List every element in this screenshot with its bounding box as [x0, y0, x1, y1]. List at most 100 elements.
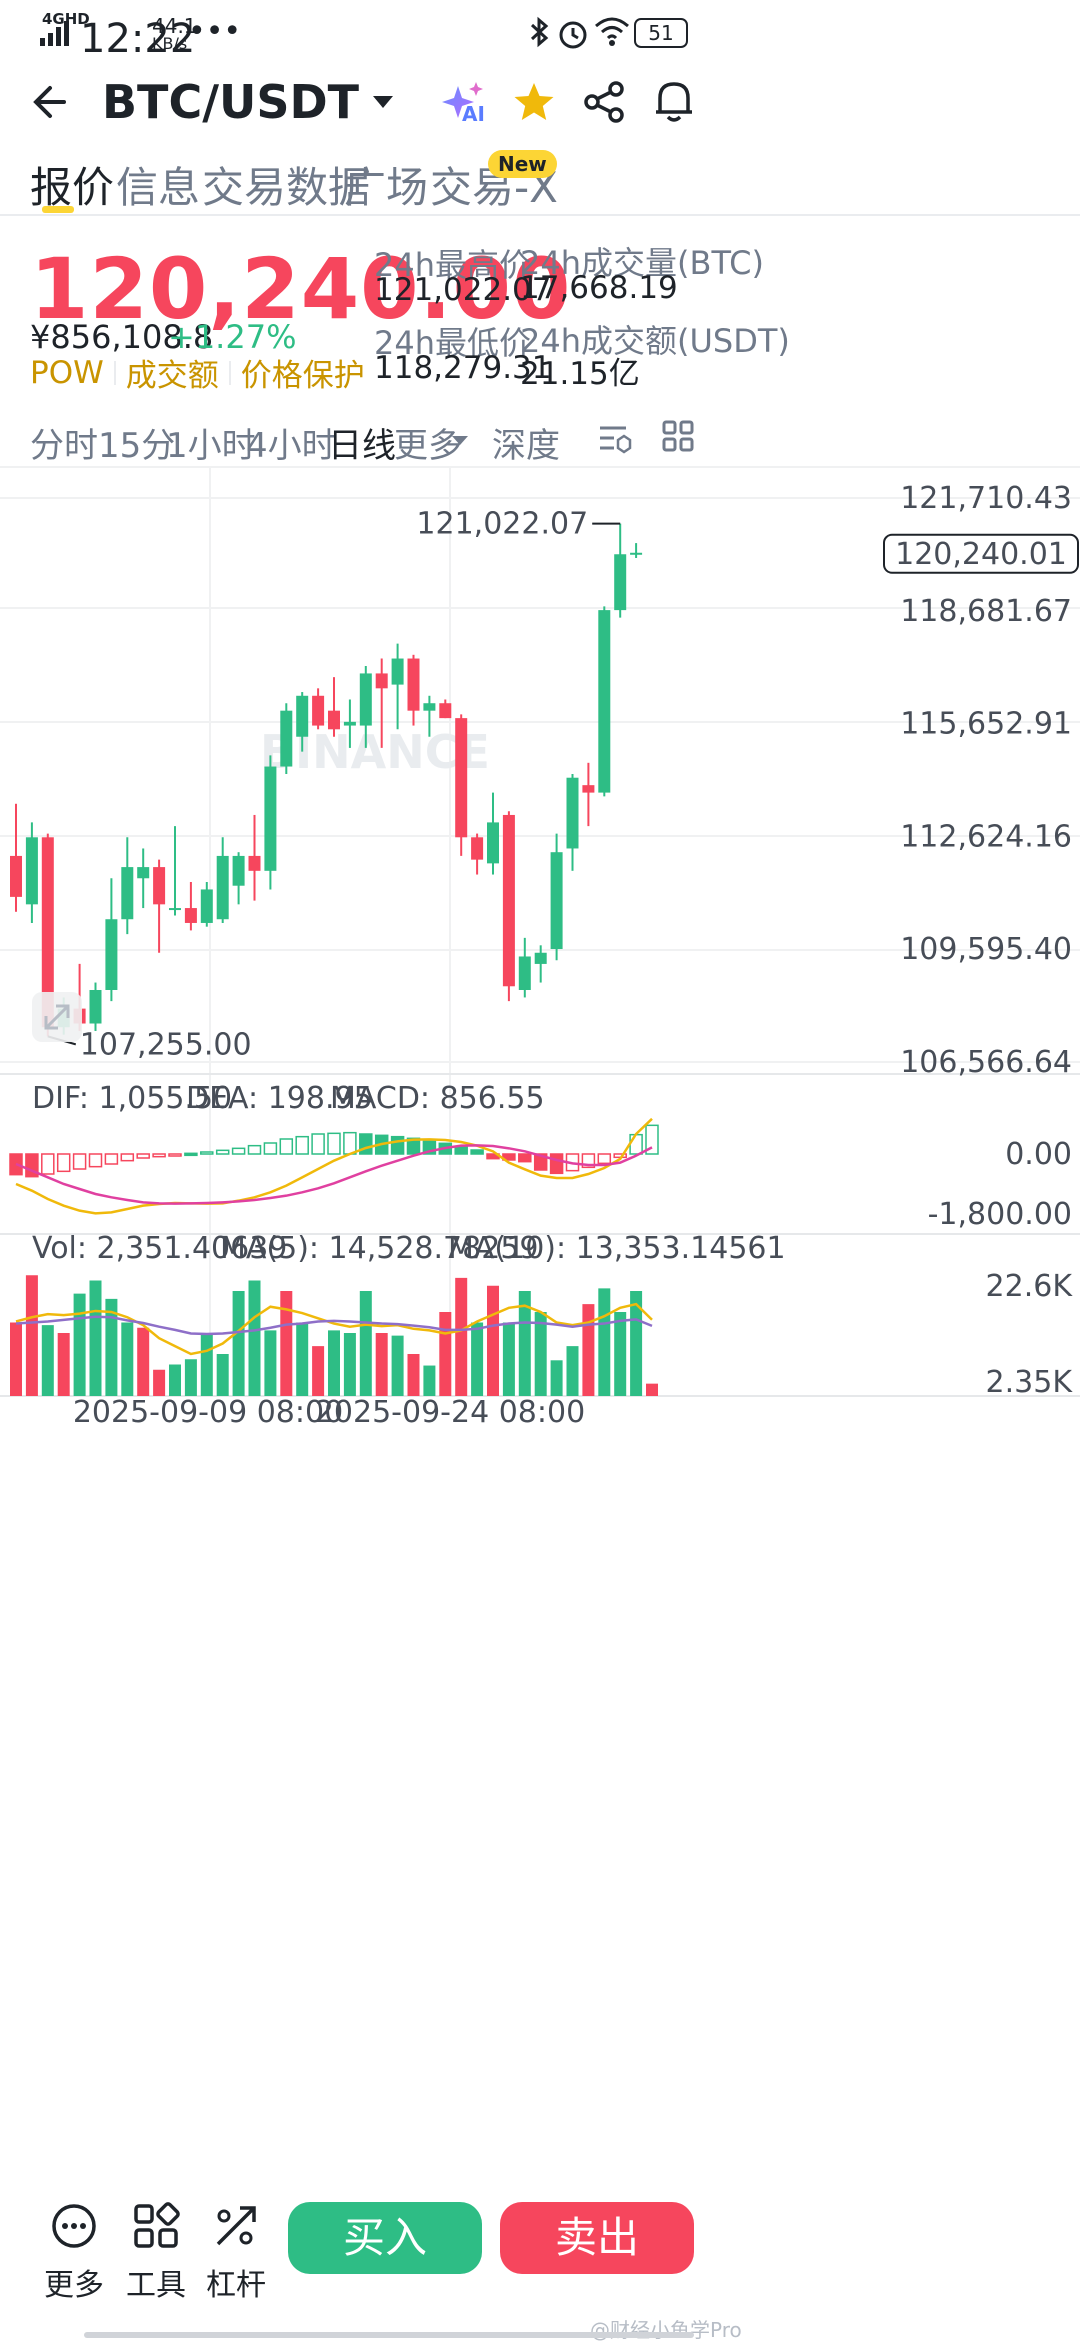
creator-watermark: @财经小鱼学Pro [590, 2318, 742, 2342]
tag-divider [228, 360, 231, 385]
candle-body [216, 855, 229, 920]
candle-body [534, 952, 547, 964]
volume-ma5-line [15, 1302, 653, 1356]
tools-label: 工具 [126, 2268, 186, 2303]
volume-bar [502, 1322, 515, 1396]
macd-histogram-bar [390, 1135, 405, 1155]
volume-bar [312, 1346, 325, 1396]
macd-histogram-bar [629, 1133, 643, 1155]
macd-histogram-bar [279, 1138, 294, 1155]
last-price-tag [883, 533, 1079, 574]
divider [0, 214, 1080, 216]
vol-axis-tick: 2.35K [986, 1365, 1074, 1400]
macd-histogram-bar [311, 1133, 325, 1155]
tf-15m[interactable]: 15分 [98, 426, 176, 466]
time-axis-tick: 2025-09-24 08:00 [315, 1395, 585, 1430]
tag-price-protection[interactable]: 价格保护 [240, 358, 365, 394]
sell-button[interactable]: 卖出 [500, 2202, 694, 2274]
macd-histogram-bar [231, 1147, 246, 1155]
tab-info[interactable]: 信息 [116, 163, 201, 212]
alert-button[interactable] [652, 78, 696, 124]
vol-btc-label: 24h成交量(BTC) [520, 244, 764, 282]
volume-bar [375, 1333, 388, 1396]
tag-turnover[interactable]: 成交额 [125, 358, 219, 394]
volume-bar [518, 1291, 531, 1396]
indicator-settings-icon [600, 426, 632, 454]
candle-body [566, 777, 579, 849]
volume-bar [89, 1280, 102, 1396]
tag-pow[interactable]: POW [30, 354, 104, 391]
vol-btc-value: 17,668.19 [520, 270, 678, 306]
volume-bar [248, 1280, 261, 1396]
tools-icon [134, 2202, 180, 2248]
pair-selector[interactable]: BTC/USDT [102, 74, 394, 130]
volume-bar [328, 1330, 340, 1396]
buy-button[interactable]: 买入 [288, 2202, 482, 2274]
leverage-label: 杠杆 [206, 2268, 266, 2303]
indicator-settings-button[interactable] [598, 420, 634, 456]
layout-button[interactable] [662, 420, 694, 452]
candle-body [169, 908, 181, 911]
favorite-button[interactable] [512, 80, 556, 124]
tf-1d[interactable]: 日线 [328, 426, 396, 466]
back-button[interactable] [30, 80, 80, 124]
candle-body [518, 956, 531, 990]
share-icon [584, 81, 624, 123]
volume-bar [41, 1325, 54, 1396]
macd-histogram-bar [72, 1153, 87, 1170]
candle-body [296, 695, 309, 737]
active-tab-indicator [42, 206, 74, 213]
share-button[interactable] [582, 80, 626, 124]
macd-histogram-bar [295, 1135, 309, 1155]
candle-body [471, 837, 484, 860]
macd-histogram-bar [136, 1153, 150, 1159]
candle-body [487, 822, 499, 864]
tf-4h[interactable]: 4小时 [246, 426, 336, 466]
timeframe-bar: 分时 15分 1小时 4小时 日线 更多 深度 [0, 410, 1080, 466]
price-axis-tick: 118,681.67 [900, 594, 1072, 629]
vol-legend-ma10: MA(10): 13,353.14561 [448, 1231, 786, 1266]
tf-more-caret-icon [452, 436, 468, 445]
macd-histogram-bar [215, 1149, 230, 1155]
ai-button[interactable]: AI [440, 80, 490, 126]
tab-quote[interactable]: 报价 [30, 163, 115, 212]
tag-list: POW 成交额 价格保护 [30, 350, 365, 395]
tf-line[interactable]: 分时 [30, 426, 98, 466]
wifi-icon [594, 16, 630, 50]
tf-1h[interactable]: 1小时 [166, 426, 256, 466]
volume-bar [121, 1322, 134, 1396]
clock: 12:22 [80, 16, 196, 62]
volume-bar [280, 1291, 293, 1396]
macd-histogram-bar [549, 1153, 564, 1175]
fullscreen-button[interactable] [32, 992, 82, 1042]
net-speed-value: 44.1 [152, 14, 197, 38]
price-chart[interactable]: BINANCE121,710.43118,681.67115,652.91112… [0, 466, 1080, 2136]
macd-histogram-bar [343, 1131, 357, 1155]
volume-bar [105, 1298, 118, 1396]
leverage-button[interactable]: 杠杆 [204, 2202, 294, 2322]
tab-trade-data[interactable]: 交易数据 [202, 163, 371, 212]
volume-bar [184, 1359, 197, 1396]
more-button[interactable]: 更多 [40, 2202, 130, 2322]
volume-bar [137, 1327, 150, 1396]
macd-axis-tick: -1,800.00 [928, 1197, 1072, 1232]
vol-legend-ma5: MA(5): 14,528.78259 [220, 1231, 539, 1266]
macd-legend-macd: MACD: 856.55 [330, 1081, 545, 1116]
candle-body [328, 710, 340, 730]
volume-bar [423, 1365, 436, 1396]
tf-more[interactable]: 更多 [394, 426, 462, 466]
tools-button[interactable]: 工具 [124, 2202, 214, 2322]
tab-square[interactable]: 广场 [344, 163, 429, 212]
candle-body [184, 908, 197, 923]
volume-bar [439, 1312, 452, 1396]
volume-bar [216, 1354, 229, 1396]
candle-body [407, 658, 420, 711]
macd-histogram-bar [152, 1153, 166, 1158]
macd-histogram-bar [597, 1153, 612, 1165]
tf-depth[interactable]: 深度 [492, 426, 560, 466]
candle-body [280, 710, 293, 767]
high-value: 121,022.07 [374, 272, 552, 308]
macd-legend-dea: DEA: 198.95 [186, 1081, 373, 1116]
volume-bar [200, 1333, 213, 1396]
leverage-icon [216, 2206, 256, 2246]
